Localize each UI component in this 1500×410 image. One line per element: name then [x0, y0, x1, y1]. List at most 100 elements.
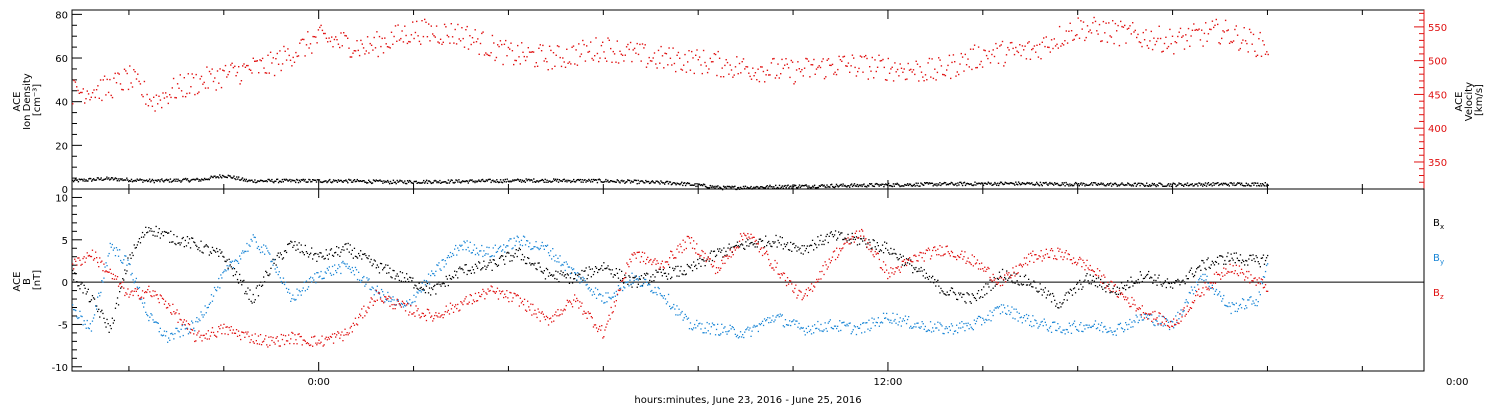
velocity-point [263, 67, 265, 69]
b-point-by [996, 306, 998, 308]
velocity-point [234, 65, 236, 67]
b-point-bz [394, 308, 396, 310]
b-point-by [1162, 325, 1164, 327]
b-point-bz [151, 295, 153, 298]
velocity-point [138, 80, 140, 83]
density-point [1177, 184, 1179, 186]
velocity-point [176, 83, 179, 85]
density-point [765, 186, 767, 188]
velocity-point [1231, 41, 1233, 44]
density-point [906, 183, 909, 185]
b-point-bx [150, 228, 152, 230]
b-point-by [736, 334, 739, 336]
density-point [662, 182, 664, 184]
velocity-point [776, 74, 778, 77]
velocity-point [422, 35, 425, 38]
density-point [377, 180, 379, 182]
density-point [500, 181, 503, 183]
b-point-bx [504, 263, 506, 265]
b-point-by [552, 248, 554, 250]
density-point [1229, 182, 1231, 184]
b-point-bx [499, 256, 502, 258]
b-point-bx [164, 231, 167, 233]
b-point-by [999, 313, 1002, 315]
b-point-bz [189, 332, 192, 334]
density-point [142, 181, 144, 183]
velocity-point [1169, 28, 1171, 31]
velocity-point [1154, 43, 1156, 46]
b-point-bz [355, 323, 358, 325]
b-point-by [902, 318, 904, 320]
velocity-point [548, 45, 551, 47]
b-point-by [951, 325, 954, 327]
b-point-bx [555, 270, 557, 272]
density-point [384, 181, 386, 184]
density-point [756, 185, 758, 188]
density-point [360, 180, 362, 182]
velocity-point [977, 46, 980, 48]
density-point [867, 184, 869, 187]
b-point-bx [389, 267, 391, 269]
b-point-bz [211, 327, 214, 329]
velocity-point [1138, 41, 1140, 43]
velocity-point [420, 43, 422, 45]
b-point-by [627, 281, 629, 283]
density-point [874, 183, 877, 185]
b-point-bx [681, 273, 683, 275]
velocity-point [903, 68, 905, 70]
b-point-bx [774, 241, 776, 243]
density-point [1203, 184, 1206, 186]
b-point-by [1068, 322, 1070, 324]
b-point-by [798, 322, 800, 325]
velocity-point [1258, 38, 1260, 40]
b-point-bz [224, 333, 226, 335]
velocity-point [122, 89, 124, 91]
velocity-point [908, 69, 911, 71]
density-point [1248, 184, 1250, 187]
b-point-bx [1157, 277, 1159, 279]
b-point-bx [1103, 282, 1105, 284]
velocity-point [532, 51, 535, 53]
density-point [1091, 184, 1094, 186]
b-point-by [1249, 296, 1251, 299]
b-point-bx [1025, 284, 1028, 286]
velocity-point [1085, 36, 1087, 39]
b-point-by [420, 291, 422, 293]
density-point [1110, 182, 1112, 184]
density-point [776, 186, 779, 189]
density-point [422, 181, 424, 184]
b-point-by [997, 307, 999, 309]
velocity-point [1007, 46, 1009, 49]
b-point-by [967, 322, 969, 324]
density-point [163, 181, 165, 183]
b-point-bz [516, 294, 518, 296]
density-point [849, 186, 851, 188]
velocity-point [851, 54, 854, 56]
b-point-by [695, 327, 697, 329]
density-point [1184, 183, 1187, 185]
density-label-line-1: ACE [12, 92, 23, 112]
b-point-bx [1007, 279, 1009, 281]
b-point-bx [1036, 290, 1038, 292]
b-point-by [631, 272, 633, 274]
density-point [1063, 182, 1065, 184]
b-point-bx [418, 282, 420, 284]
b-point-bx [936, 281, 938, 283]
b-point-bx [1046, 294, 1049, 296]
b-point-by [122, 262, 124, 264]
b-point-bz [272, 336, 274, 339]
b-point-bx [1053, 295, 1055, 297]
b-point-by [352, 270, 354, 272]
b-point-by [715, 328, 718, 331]
density-point [897, 183, 899, 186]
velocity-point [928, 57, 931, 60]
density-point [1209, 183, 1211, 186]
b-point-bz [281, 338, 284, 341]
b-point-bx [403, 277, 406, 279]
b-point-by [103, 277, 105, 279]
b-point-bx [637, 283, 639, 285]
b-point-by [562, 264, 564, 266]
b-point-by [594, 287, 597, 289]
b-point-bx [1223, 263, 1225, 265]
b-point-by [843, 321, 845, 323]
